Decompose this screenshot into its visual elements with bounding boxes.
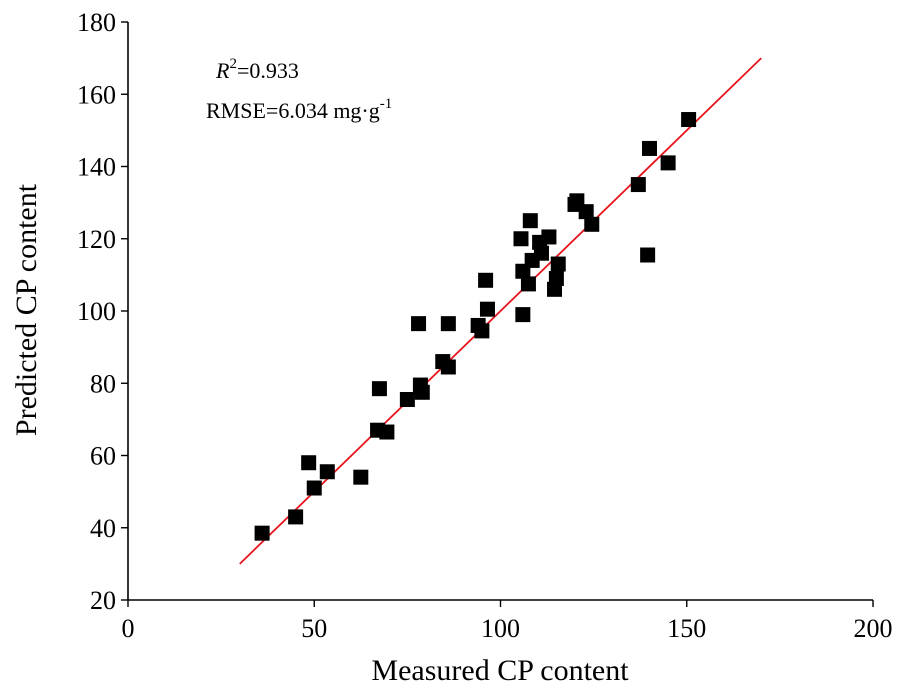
points-layer [254, 112, 697, 541]
data-point [548, 270, 564, 286]
rmse-text: RMSE=6.034 mg·g [206, 98, 380, 123]
data-point [520, 276, 536, 292]
r-squared-annotation: R2=0.933 [215, 56, 299, 83]
data-point [541, 229, 557, 245]
y-tick-label: 120 [77, 225, 116, 254]
x-tick-label: 150 [667, 614, 706, 643]
y-tick-label: 160 [77, 80, 116, 109]
axes [121, 21, 874, 607]
data-point [515, 307, 531, 323]
fit-line-layer [239, 57, 762, 565]
data-point [301, 455, 317, 471]
data-point [440, 316, 456, 332]
r-squared-value: =0.933 [237, 58, 299, 83]
x-tick-label: 200 [854, 614, 893, 643]
data-point [474, 323, 490, 339]
data-point [414, 384, 430, 400]
data-point [399, 392, 415, 408]
y-tick-label: 100 [77, 297, 116, 326]
data-point [550, 256, 566, 272]
y-tick-label: 180 [77, 8, 116, 37]
y-tick-label: 140 [77, 153, 116, 182]
data-point [288, 509, 304, 525]
data-point [479, 301, 495, 317]
data-point [306, 480, 322, 496]
r-squared-exponent: 2 [229, 56, 237, 72]
data-point [584, 216, 600, 232]
y-tick-label: 40 [90, 514, 116, 543]
x-tick-label: 0 [122, 614, 135, 643]
data-point [319, 464, 335, 480]
data-point [681, 112, 697, 128]
data-point [522, 213, 538, 229]
data-point [660, 155, 676, 171]
data-point [578, 204, 594, 220]
rmse-annotation: RMSE=6.034 mg·g-1 [206, 96, 392, 123]
data-point [533, 245, 549, 261]
rmse-exponent: -1 [380, 96, 393, 112]
data-point [513, 231, 529, 247]
data-point [371, 381, 387, 397]
x-tick-label: 100 [481, 614, 520, 643]
data-point [353, 469, 369, 485]
y-tick-label: 60 [90, 442, 116, 471]
data-point [642, 140, 657, 156]
y-tick-label: 20 [90, 586, 116, 615]
data-point [379, 424, 395, 440]
y-axis-title: Predicted CP content [10, 183, 43, 436]
labels-layer: 0 50 100 150 200 20 40 60 80 100 120 140 160 180 [77, 8, 893, 643]
data-point [640, 247, 656, 263]
fit-line [239, 57, 762, 565]
x-axis-title: Measured CP content [371, 654, 629, 687]
data-point [478, 272, 494, 288]
y-tick-label: 80 [90, 369, 116, 398]
x-tick-label: 50 [301, 614, 327, 643]
data-point [630, 177, 646, 193]
data-point [440, 359, 456, 375]
data-point [254, 525, 270, 541]
r-squared-symbol: R [215, 58, 230, 83]
data-point [411, 316, 427, 332]
